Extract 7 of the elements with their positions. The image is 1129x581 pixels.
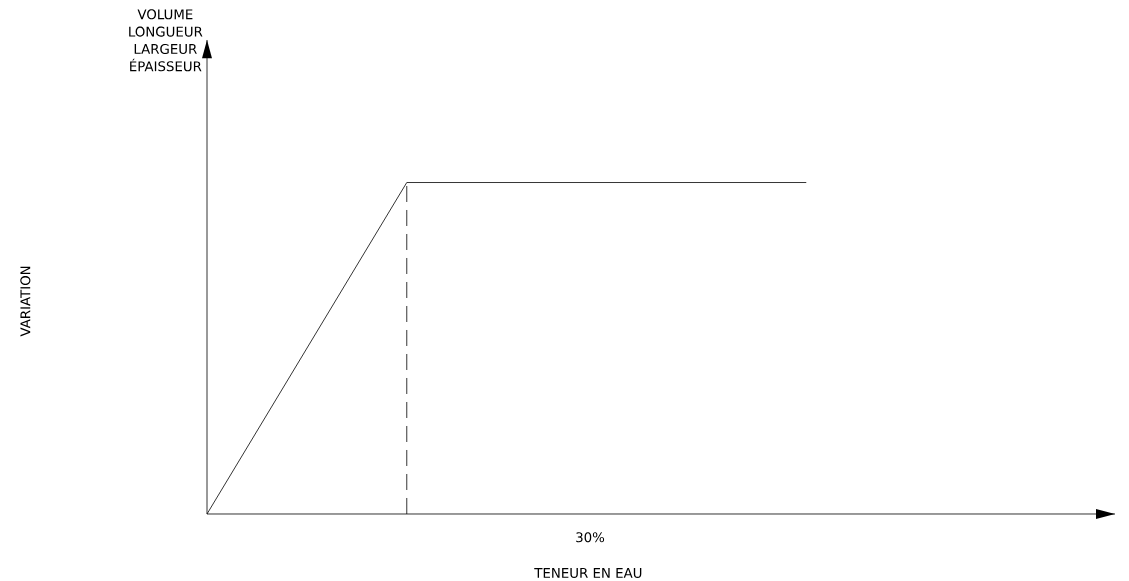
x-axis-title: TENEUR EN EAU	[534, 568, 642, 578]
text: LONGUEUR	[129, 26, 203, 37]
text: LARGEUR	[134, 43, 197, 55]
text: ÉPAISSEUR	[130, 58, 202, 72]
text: VARIATION	[20, 266, 31, 337]
text: 30%	[576, 532, 605, 543]
text: VOLUME	[137, 9, 193, 20]
